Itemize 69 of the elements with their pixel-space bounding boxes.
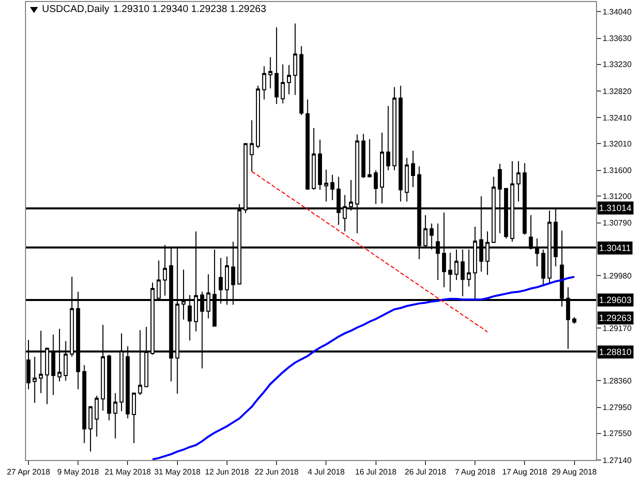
candlestick (286, 64, 291, 95)
candlestick (113, 392, 118, 440)
candlestick (293, 22, 298, 96)
x-tick-label: 4 Jul 2018 (308, 468, 346, 477)
x-tick-label: 27 Apr 2018 (6, 468, 51, 477)
y-tick-label: 1.29170 (602, 324, 632, 333)
candlestick (312, 128, 316, 190)
x-tick-label: 9 May 2018 (57, 468, 100, 477)
candlestick (280, 64, 285, 104)
candlestick (32, 356, 37, 404)
candlestick (324, 169, 328, 202)
y-tick-label: 1.34040 (602, 8, 632, 17)
text: 1.29263 (599, 313, 632, 323)
candlestick (380, 132, 384, 204)
candlestick (299, 46, 304, 116)
x-tick-label: 16 Jul 2018 (355, 468, 398, 477)
candlestick (256, 85, 260, 149)
candlestick (306, 98, 310, 190)
ref-line-label: 1.31014 (599, 203, 632, 213)
candlestick (330, 174, 334, 201)
candlestick (386, 105, 390, 171)
x-tick-label: 17 Aug 2018 (502, 468, 548, 477)
candlestick (448, 252, 452, 292)
x-tick-label: 29 Aug 2018 (552, 468, 598, 477)
y-tick-label: 1.32820 (602, 86, 632, 96)
y-tick-label: 1.33230 (602, 60, 632, 70)
x-tick-label: 21 May 2018 (104, 468, 152, 477)
y-tick-label: 1.30790 (602, 218, 632, 228)
y-tick-label: 1.31600 (602, 166, 632, 176)
candlestick (250, 120, 254, 172)
candlestick (94, 395, 99, 438)
candlestick (88, 406, 93, 452)
y-tick-label: 1.32410 (602, 113, 632, 122)
ref-line-label: 1.29603 (599, 295, 632, 305)
ref-line-label: 1.30411 (599, 243, 631, 253)
candlestick (398, 85, 403, 202)
y-tick-label: 1.28360 (602, 376, 632, 386)
x-tick-label: 7 Aug 2018 (454, 468, 496, 477)
candlestick (361, 133, 366, 179)
candlestick (82, 364, 86, 444)
chart-subtitle: 1.29310 1.29340 1.29238 1.29263 (113, 4, 266, 15)
candlestick (516, 160, 520, 202)
y-tick-label: 1.29980 (602, 271, 632, 280)
y-tick-label: 1.27140 (602, 456, 632, 465)
candlestick (374, 170, 378, 205)
candlestick (132, 392, 136, 444)
x-tick-label: 26 Jul 2018 (404, 468, 447, 477)
candlestick (572, 316, 576, 324)
y-tick-label: 1.32010 (602, 139, 632, 148)
candlestick (268, 56, 272, 89)
candlestick (368, 138, 372, 178)
x-tick-label: 31 May 2018 (154, 468, 202, 477)
candlestick (107, 354, 112, 421)
candlestick (404, 157, 409, 202)
y-tick-label: 1.31200 (602, 192, 632, 202)
ref-line-label: 1.28810 (599, 347, 632, 357)
line-series (152, 276, 576, 460)
candlestick (274, 26, 279, 104)
candlestick (318, 139, 322, 190)
y-tick-label: 1.27950 (602, 403, 632, 412)
x-tick-label: 12 Jun 2018 (204, 468, 250, 477)
y-tick-label: 1.27550 (602, 429, 632, 438)
chart-title: USDCAD,Daily (42, 4, 110, 15)
candlestick (262, 66, 266, 100)
y-tick-label: 1.33630 (602, 34, 632, 44)
line-series (251, 171, 488, 333)
x-tick-label: 22 Jun 2018 (254, 468, 300, 477)
candlestick (392, 86, 396, 171)
candlestick (411, 150, 416, 188)
